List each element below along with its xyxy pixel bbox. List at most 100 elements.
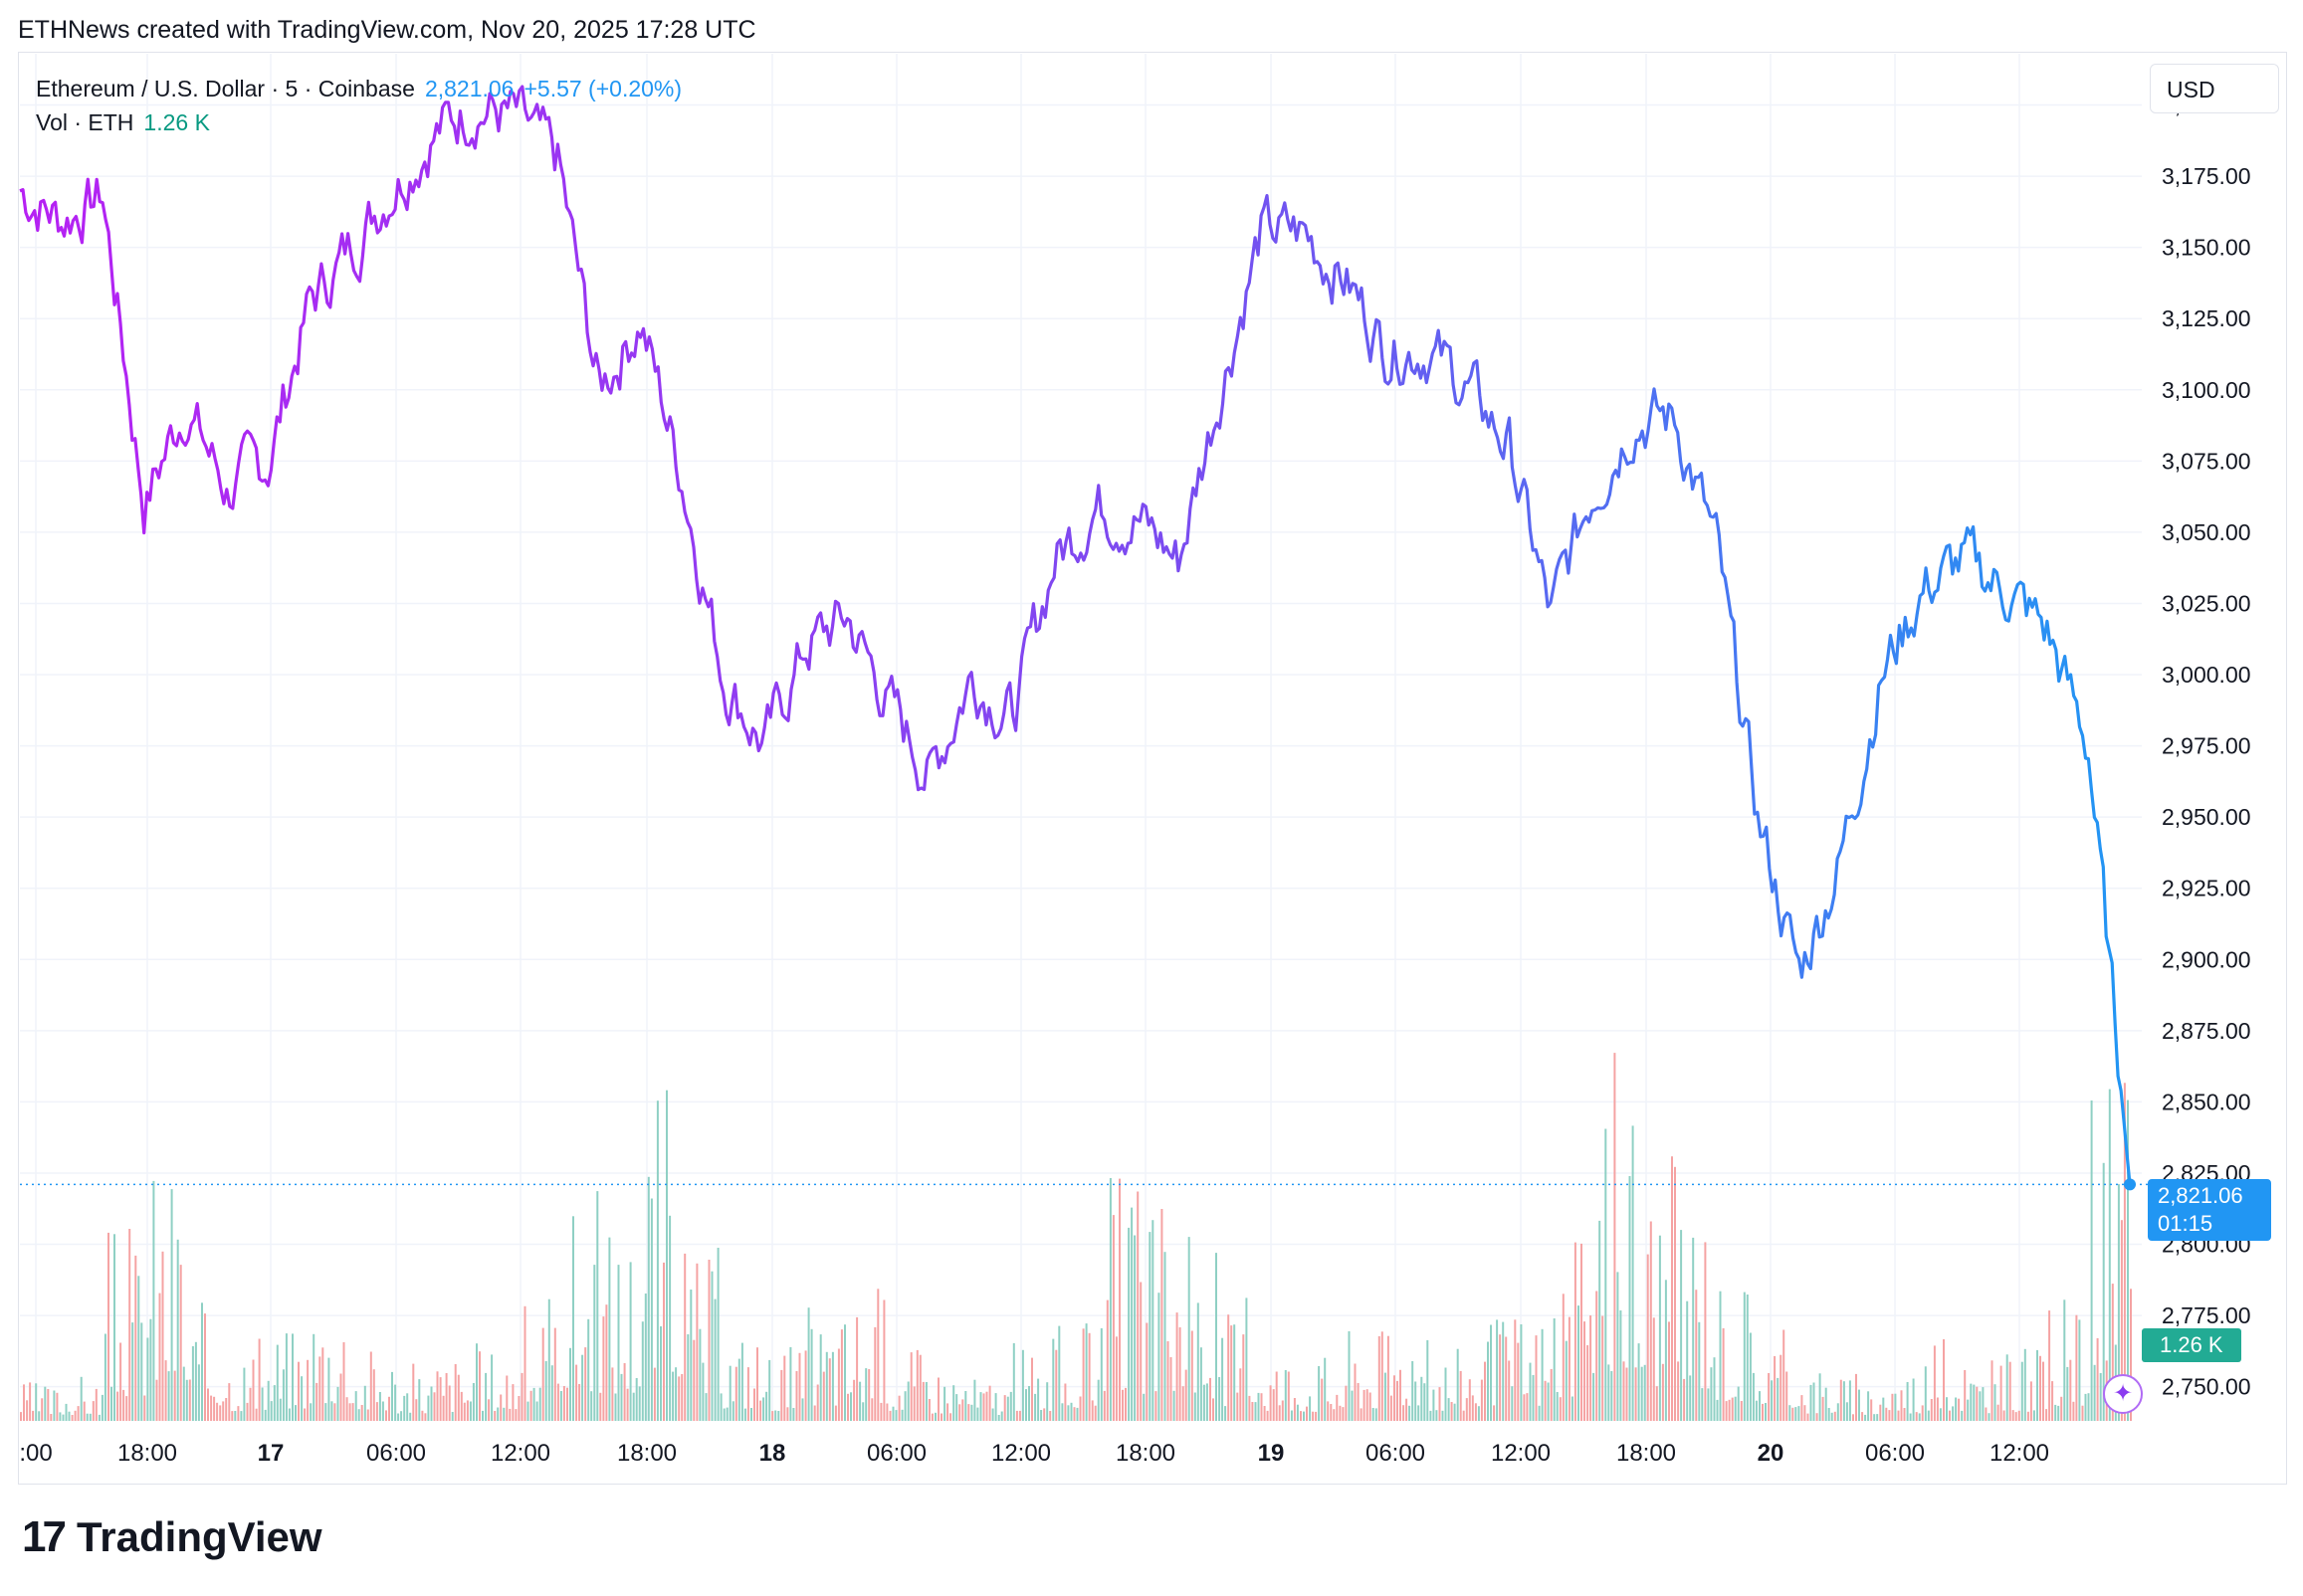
volume-bar — [1649, 1221, 1652, 1421]
volume-bar — [418, 1379, 421, 1421]
volume-bar — [1979, 1391, 1982, 1421]
tradingview-mark-icon: 17 — [22, 1512, 67, 1561]
volume-bar — [1309, 1396, 1312, 1421]
volume-bar — [678, 1376, 681, 1421]
volume-bar — [862, 1402, 865, 1421]
volume-bar — [191, 1346, 194, 1421]
volume-bar — [693, 1339, 696, 1421]
volume-bar — [1386, 1335, 1389, 1421]
volume-bar — [1943, 1339, 1945, 1421]
volume-bar — [847, 1393, 849, 1421]
volume-bar — [333, 1403, 336, 1421]
volume-bar — [765, 1391, 768, 1421]
volume-bar — [500, 1394, 503, 1421]
volume-bar — [650, 1198, 653, 1421]
volume-bar — [1058, 1325, 1061, 1421]
volume-bar — [1487, 1341, 1489, 1421]
volume-bar — [1550, 1368, 1553, 1421]
volume-bar — [556, 1383, 559, 1421]
volume-bar — [267, 1380, 270, 1421]
volume-bar — [378, 1392, 381, 1421]
volume-bar — [1330, 1404, 1333, 1421]
volume-bar — [1070, 1402, 1073, 1421]
volume-bar — [2032, 1410, 2035, 1421]
volume-bar — [967, 1404, 970, 1421]
volume-bar — [288, 1408, 291, 1421]
volume-bar — [547, 1298, 550, 1421]
volume-bar — [466, 1400, 469, 1421]
volume-bar — [1447, 1398, 1450, 1421]
volume-bar — [1982, 1387, 1985, 1421]
volume-bar — [1119, 1178, 1121, 1421]
volume-bar — [1586, 1345, 1589, 1421]
volume-bar — [2108, 1089, 2111, 1421]
price-tag-countdown: 01:15 — [2158, 1211, 2213, 1236]
volume-bar — [2096, 1337, 2099, 1421]
volume-bar — [1580, 1243, 1582, 1421]
volume-bar — [1073, 1407, 1076, 1421]
volume-bar — [1743, 1292, 1746, 1421]
volume-bar — [798, 1352, 801, 1421]
volume-bar — [219, 1405, 222, 1421]
volume-bar — [593, 1265, 596, 1421]
volume-bar — [762, 1397, 765, 1421]
volume-bar — [32, 1410, 35, 1421]
volume-bar — [95, 1388, 98, 1421]
volume-bar — [1453, 1403, 1456, 1421]
volume-bar — [955, 1394, 958, 1421]
volume-bar — [1109, 1178, 1112, 1421]
volume-bar — [837, 1348, 840, 1421]
volume-bar — [1432, 1389, 1435, 1421]
volume-bar — [1371, 1408, 1374, 1421]
volume-bar — [913, 1386, 916, 1421]
volume-bar — [644, 1294, 647, 1421]
volume-bar — [1324, 1357, 1327, 1421]
volume-bar — [1306, 1406, 1308, 1421]
volume-bar — [638, 1386, 641, 1421]
volume-bar — [497, 1407, 500, 1421]
volume-bar — [292, 1333, 294, 1421]
volume-bar — [119, 1342, 122, 1421]
volume-bar — [856, 1316, 859, 1421]
volume-bar — [143, 1395, 146, 1421]
volume-bar — [928, 1399, 931, 1421]
volume-bar — [1746, 1295, 1749, 1421]
volume-bar — [801, 1398, 804, 1421]
volume-bar — [1374, 1408, 1377, 1421]
x-tick-label: 18:00 — [117, 1440, 177, 1467]
x-tick-label: 18:00 — [1116, 1440, 1175, 1467]
chart-frame — [18, 52, 2287, 1485]
volume-bar — [672, 1371, 675, 1421]
assistant-sparkle-icon[interactable]: ✦ — [2103, 1374, 2143, 1414]
tradingview-logo[interactable]: 17 TradingView — [22, 1512, 322, 1562]
y-tick-label: 3,125.00 — [2162, 305, 2251, 331]
volume-bar — [391, 1371, 393, 1421]
volume-bar — [1009, 1391, 1012, 1421]
volume-bar — [1429, 1410, 1432, 1421]
volume-bar — [1021, 1349, 1024, 1421]
volume-bar — [1360, 1408, 1362, 1421]
volume-bar — [907, 1381, 910, 1421]
volume-bar — [394, 1384, 397, 1421]
volume-bar — [1365, 1389, 1368, 1421]
volume-bar — [357, 1409, 360, 1421]
volume-bar — [2087, 1393, 2090, 1421]
volume-bar — [828, 1358, 831, 1421]
volume-bar — [41, 1398, 44, 1421]
volume-bar — [1812, 1382, 1815, 1421]
volume-bar — [952, 1385, 955, 1421]
volume-bar — [1573, 1242, 1576, 1421]
volume-bars — [20, 1053, 2132, 1421]
volume-bar — [1505, 1336, 1508, 1421]
volume-bar — [910, 1352, 913, 1421]
volume-bar — [938, 1377, 940, 1421]
volume-bar — [708, 1260, 711, 1421]
volume-bar — [62, 1414, 65, 1421]
currency-selector[interactable]: USD — [2150, 64, 2279, 113]
volume-bar — [1637, 1343, 1640, 1421]
volume-bar — [1885, 1407, 1888, 1421]
volume-bar — [1012, 1342, 1015, 1421]
volume-bar — [1423, 1383, 1426, 1421]
y-tick-label: 2,875.00 — [2162, 1018, 2251, 1044]
